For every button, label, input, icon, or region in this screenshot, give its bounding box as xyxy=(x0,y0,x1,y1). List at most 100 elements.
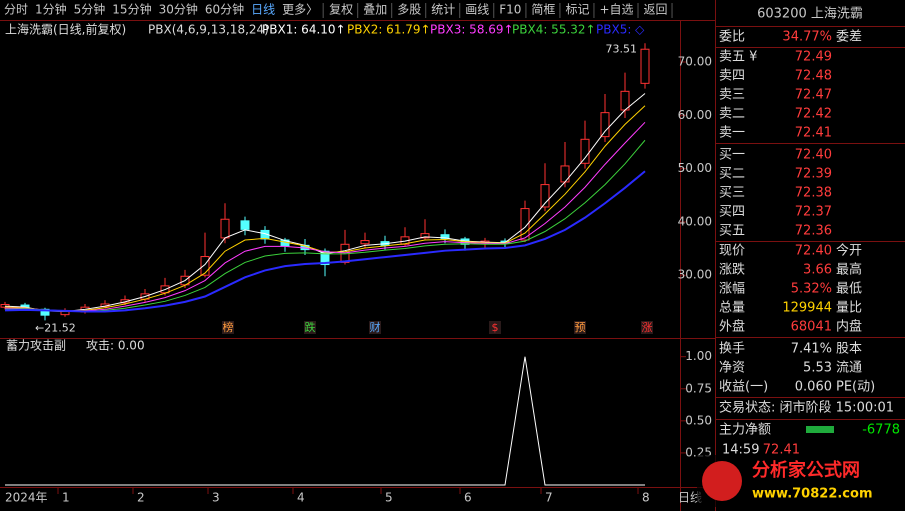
toolbar-tab[interactable]: 15分钟 xyxy=(112,2,151,17)
candle-body xyxy=(540,184,550,208)
event-badge[interactable] xyxy=(489,321,501,334)
toolbar-tab[interactable]: 5分钟 xyxy=(74,2,106,17)
quote-label: 外盘 xyxy=(719,319,745,335)
watermark-logo xyxy=(702,461,742,501)
quote-label: 净资 xyxy=(719,361,745,376)
time-axis-label: 2024年 xyxy=(5,491,48,505)
event-mark[interactable]: 榜 xyxy=(223,320,234,334)
quote-label: 卖四 xyxy=(719,69,745,84)
y-tick-label: 50.00 xyxy=(678,161,712,175)
quote-label: 买五 xyxy=(719,224,745,239)
quote-label: 今开 xyxy=(836,243,862,259)
toolbar-button[interactable]: 多股 xyxy=(397,3,421,17)
quote-value: 7.41% xyxy=(791,342,832,357)
toolbar-button[interactable]: 返回 xyxy=(644,3,668,17)
quote-value: 72.40 xyxy=(795,244,832,259)
toolbar-tab[interactable]: 60分钟 xyxy=(205,2,244,17)
event-badge[interactable] xyxy=(574,321,586,334)
time-axis-label: 8 xyxy=(642,491,650,505)
quote-label: 总量 xyxy=(719,301,745,316)
legend-entry: PBX3: 58.69↑ xyxy=(430,23,514,37)
y-tick-label: 0.50 xyxy=(685,413,712,427)
toolbar-button[interactable]: 标记 xyxy=(565,3,589,17)
quote-label: 买四 xyxy=(719,205,745,220)
quote-label: 委比 xyxy=(719,30,745,45)
toolbar-tab[interactable]: 日线 xyxy=(251,3,275,17)
quote-label: 换手 xyxy=(719,342,745,357)
toolbar-tab[interactable]: 更多〉 xyxy=(282,3,318,17)
quote-value: 72.41 xyxy=(795,126,832,141)
quote-value: 72.42 xyxy=(795,107,832,122)
toolbar-tab[interactable]: 分时 xyxy=(4,3,28,17)
quote-label: 卖一 xyxy=(719,126,745,141)
quote-label: 股本 xyxy=(836,342,862,357)
quote-value: 72.36 xyxy=(795,224,832,239)
quote-value: 72.39 xyxy=(795,167,832,182)
quote-label: 买二 xyxy=(719,167,745,182)
candle-body xyxy=(360,240,370,245)
toolbar-button[interactable]: 简框 xyxy=(531,3,555,17)
quote-value: 72.38 xyxy=(795,186,832,201)
event-badge[interactable] xyxy=(369,321,381,334)
quote-label: 收益(一) xyxy=(719,380,768,395)
toolbar-button[interactable]: +自选 xyxy=(599,3,633,17)
event-mark[interactable]: $ xyxy=(492,321,499,334)
quote-label: PE(动) xyxy=(836,380,875,395)
quote-label: 内盘 xyxy=(836,319,862,335)
quote-value: 129944 xyxy=(782,301,832,316)
y-tick-label: 70.00 xyxy=(678,55,712,69)
candle-body xyxy=(440,234,450,239)
quote-label: 买三 xyxy=(719,186,745,201)
trade-status: 交易状态: 闭市阶段 15:00:01 xyxy=(719,400,894,416)
chart-title: 上海洗霸(日线,前复权) xyxy=(5,22,126,37)
y-tick-label: 1.00 xyxy=(685,349,712,363)
quote-value: 5.32% xyxy=(791,282,832,297)
toolbar-button[interactable]: 叠加 xyxy=(363,3,387,17)
candle-body xyxy=(600,112,610,138)
watermark-url: www.70822.com xyxy=(752,487,873,502)
event-mark[interactable]: 预 xyxy=(575,321,586,334)
toolbar-button[interactable]: F10 xyxy=(499,3,521,17)
watermark-title: 分析家公式网 xyxy=(752,459,860,481)
quote-label: 最低 xyxy=(836,282,862,297)
tick-price: 72.41 xyxy=(763,443,800,458)
quote-label: 流通 xyxy=(836,361,862,376)
legend-entry: PBX4: 55.32↑ xyxy=(512,23,596,37)
ma-line xyxy=(4,105,646,312)
time-axis-label: 6 xyxy=(464,491,472,505)
candle-body xyxy=(220,218,230,239)
quote-label: 现价 xyxy=(719,244,745,259)
event-mark[interactable]: 跌 xyxy=(305,320,316,334)
quote-label: 涨跌 xyxy=(719,262,745,278)
candle-body xyxy=(200,256,210,276)
toolbar-button[interactable]: 统计 xyxy=(431,3,455,17)
time-axis-label: 日线 xyxy=(678,491,702,505)
candle-body xyxy=(640,48,650,84)
time-axis-label: 2 xyxy=(137,491,145,505)
event-mark[interactable]: 涨 xyxy=(642,321,653,334)
quote-label: 卖三 xyxy=(719,88,745,103)
event-mark[interactable]: 财 xyxy=(370,320,381,334)
event-badge[interactable] xyxy=(641,321,653,334)
event-badge[interactable] xyxy=(222,321,234,334)
legend-entry: PBX1: 64.10↑ xyxy=(262,23,346,37)
ma-line xyxy=(4,170,646,313)
quote-value: 72.48 xyxy=(795,69,832,84)
toolbar-button[interactable]: 画线 xyxy=(465,3,489,17)
y-tick-label: 40.00 xyxy=(678,214,712,228)
quote-value: 72.47 xyxy=(795,88,832,103)
candle-body xyxy=(520,208,530,241)
quote-value: 34.77% xyxy=(782,30,832,45)
toolbar-tab[interactable]: 30分钟 xyxy=(159,2,198,17)
quote-label: 委差 xyxy=(836,30,862,45)
tick-time: 14:59 xyxy=(722,443,759,458)
candle-body xyxy=(240,220,250,230)
toolbar-button[interactable]: 复权 xyxy=(329,3,353,17)
candle-body xyxy=(40,308,50,316)
quote-value: 72.49 xyxy=(795,50,832,65)
event-badge[interactable] xyxy=(304,321,316,334)
toolbar-tab[interactable]: 1分钟 xyxy=(35,2,67,17)
quote-value: 3.66 xyxy=(803,263,832,278)
